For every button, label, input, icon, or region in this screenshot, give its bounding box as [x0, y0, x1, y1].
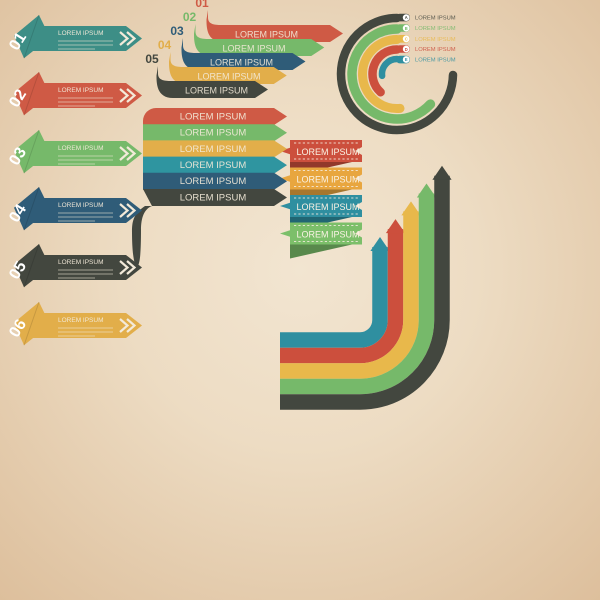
- svg-text:LOREM IPSUM: LOREM IPSUM: [58, 202, 104, 209]
- svg-text:LOREM IPSUM: LOREM IPSUM: [58, 145, 104, 152]
- svg-text:LOREM IPSUM: LOREM IPSUM: [58, 259, 104, 266]
- svg-text:LOREM IPSUM: LOREM IPSUM: [58, 317, 104, 324]
- svg-text:LOREM IPSUM: LOREM IPSUM: [58, 87, 104, 94]
- svg-text:LOREM IPSUM: LOREM IPSUM: [58, 30, 104, 37]
